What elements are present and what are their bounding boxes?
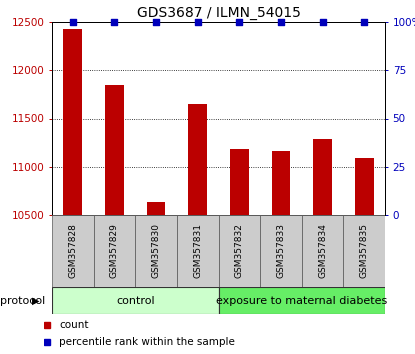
Text: protocol: protocol bbox=[0, 296, 46, 306]
Bar bbox=[355, 158, 374, 215]
Text: GSM357830: GSM357830 bbox=[151, 223, 161, 279]
Point bbox=[111, 19, 118, 25]
Bar bbox=[313, 139, 332, 215]
Bar bbox=[188, 104, 207, 215]
Bar bbox=[135, 215, 177, 287]
Bar bbox=[302, 215, 343, 287]
Bar bbox=[146, 202, 166, 215]
Text: percentile rank within the sample: percentile rank within the sample bbox=[59, 337, 235, 347]
Text: GSM357829: GSM357829 bbox=[110, 224, 119, 279]
Bar bbox=[271, 151, 290, 215]
Bar bbox=[52, 215, 94, 287]
Text: control: control bbox=[116, 296, 154, 306]
Point bbox=[319, 19, 326, 25]
Text: GSM357831: GSM357831 bbox=[193, 223, 202, 279]
Text: GSM357835: GSM357835 bbox=[360, 223, 369, 279]
Text: GSM357834: GSM357834 bbox=[318, 224, 327, 279]
Text: exposure to maternal diabetes: exposure to maternal diabetes bbox=[216, 296, 387, 306]
Bar bbox=[230, 149, 249, 215]
Bar bbox=[105, 85, 124, 215]
Point bbox=[361, 19, 368, 25]
Title: GDS3687 / ILMN_54015: GDS3687 / ILMN_54015 bbox=[137, 6, 300, 19]
Text: GSM357833: GSM357833 bbox=[276, 223, 286, 279]
Bar bbox=[63, 29, 82, 215]
Point bbox=[194, 19, 201, 25]
Bar bbox=[219, 287, 385, 314]
Bar bbox=[177, 215, 219, 287]
Bar bbox=[219, 215, 260, 287]
Point bbox=[278, 19, 284, 25]
Text: count: count bbox=[59, 320, 88, 330]
Point bbox=[153, 19, 159, 25]
Text: ▶: ▶ bbox=[32, 296, 39, 306]
Bar bbox=[260, 215, 302, 287]
Text: GSM357828: GSM357828 bbox=[68, 224, 77, 279]
Bar bbox=[343, 215, 385, 287]
Point bbox=[236, 19, 243, 25]
Bar bbox=[94, 215, 135, 287]
Text: GSM357832: GSM357832 bbox=[235, 224, 244, 279]
Point bbox=[69, 19, 76, 25]
Bar bbox=[52, 287, 219, 314]
